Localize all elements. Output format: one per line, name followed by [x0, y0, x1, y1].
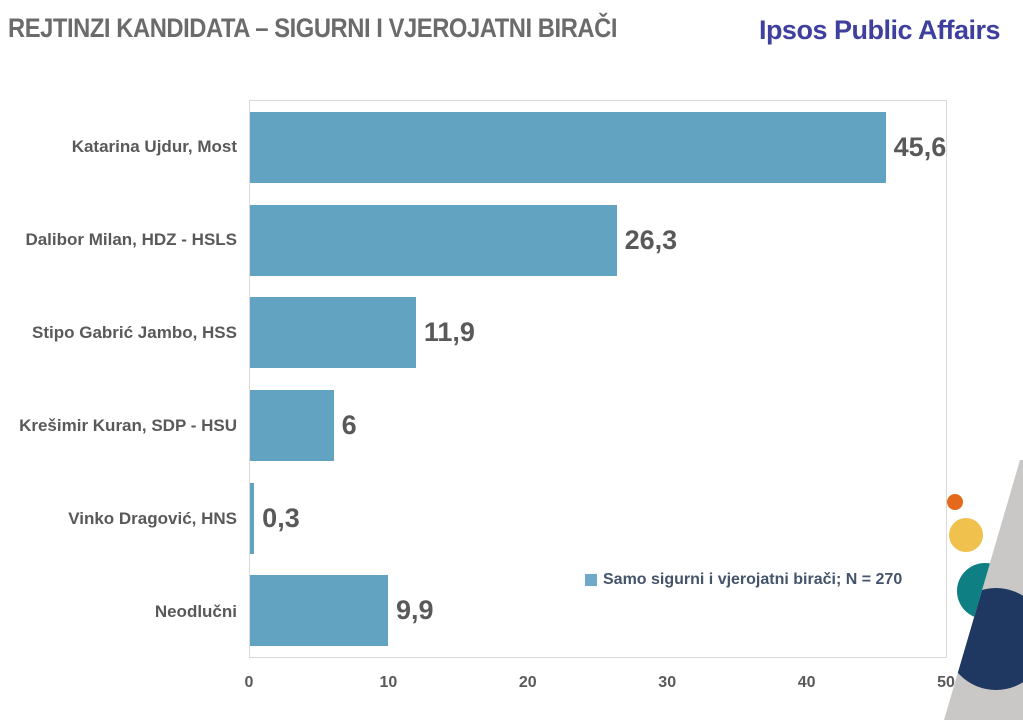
x-axis-tick-label: 20 [518, 674, 537, 691]
bar-value-label: 0,3 [262, 502, 300, 533]
x-axis: 0 10 20 30 40 50 [245, 674, 955, 698]
bar-row: 9,9 [250, 564, 946, 657]
bar [250, 482, 255, 554]
legend-swatch-icon [585, 574, 597, 586]
bar-value-label: 11,9 [423, 317, 475, 348]
bar-row: 11,9 [250, 286, 946, 379]
gray-wedge-shape [944, 460, 1023, 720]
category-label: Katarina Ujdur, Most [71, 136, 237, 156]
bar [250, 204, 617, 276]
category-label: Stipo Gabrić Jambo, HSS [32, 322, 237, 342]
teal-circle-shape [957, 563, 1013, 619]
navy-circle-shape [945, 588, 1023, 690]
x-axis-tick-label: 40 [797, 674, 816, 691]
chart-legend: Samo sigurni i vjerojatni birači; N = 27… [585, 571, 902, 589]
ipsos-logo: Ipsos Public Affairs [758, 15, 1001, 45]
bar-row: 26,3 [250, 194, 946, 287]
bar [250, 111, 886, 183]
bar-row: 0,3 [250, 472, 946, 565]
category-label: Dalibor Milan, HDZ - HSLS [25, 229, 237, 249]
category-label: Krešimir Kuran, SDP - HSU [19, 415, 237, 435]
orange-circle-shape [947, 494, 963, 510]
yellow-circle-shape [949, 518, 983, 552]
page-title: REJTINZI KANDIDATA – SIGURNI I VJEROJATN… [8, 13, 618, 43]
x-axis-tick-label: 0 [244, 674, 254, 691]
bar [250, 297, 416, 369]
bar [250, 575, 388, 647]
category-axis: Katarina Ujdur, Most Dalibor Milan, HDZ -… [0, 100, 237, 658]
bar-value-label: 45,6 [893, 131, 947, 162]
category-label: Vinko Dragović, HNS [68, 508, 237, 528]
bar-value-label: 26,3 [624, 224, 678, 255]
bar-value-label: 6 [341, 409, 357, 440]
bar-row: 6 [250, 379, 946, 472]
x-axis-tick-label: 50 [937, 674, 955, 691]
bar [250, 389, 334, 461]
legend-label: Samo sigurni i vjerojatni birači; N = 27… [603, 571, 903, 588]
x-axis-tick-label: 10 [379, 674, 398, 691]
x-axis-tick-label: 30 [658, 674, 677, 691]
bar-chart-plot-area: 45,6 26,3 11,9 6 0,3 9,9 [249, 100, 947, 658]
category-label: Neodlučni [154, 601, 237, 621]
bar-row: 45,6 [250, 101, 946, 194]
bar-value-label: 9,9 [396, 595, 434, 626]
